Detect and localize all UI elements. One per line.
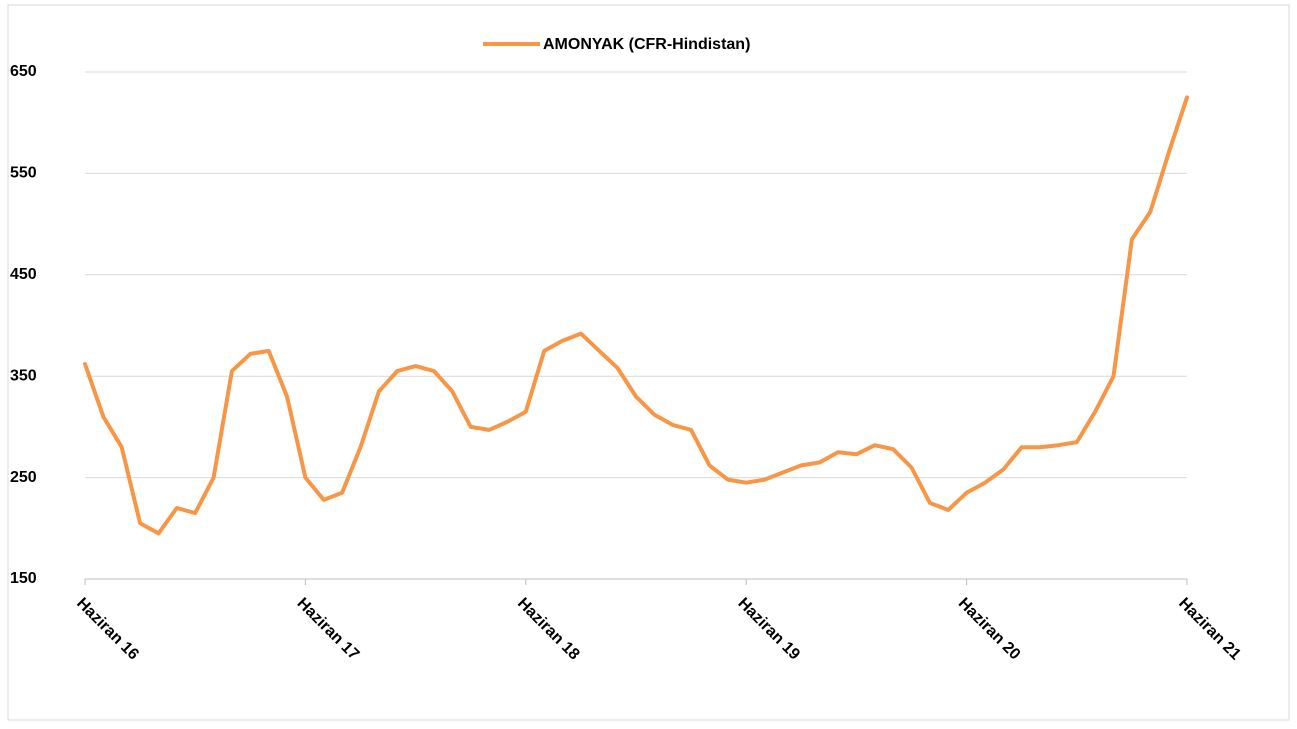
y-tick-label: 450 xyxy=(10,266,37,283)
y-tick-label: 150 xyxy=(10,570,37,587)
y-tick-label: 550 xyxy=(10,165,37,182)
chart-border xyxy=(7,4,1290,721)
y-tick-label: 350 xyxy=(10,367,37,384)
line-series xyxy=(83,95,1189,536)
legend-label: AMONYAK (CFR-Hindistan) xyxy=(543,36,750,53)
y-tick-label: 650 xyxy=(10,63,37,80)
y-tick-label: 250 xyxy=(10,469,37,486)
